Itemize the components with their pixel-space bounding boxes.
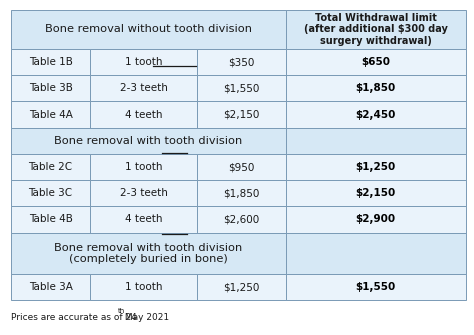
Bar — [11, 154, 91, 180]
Bar — [11, 75, 91, 102]
Bar — [286, 10, 465, 49]
Text: $950: $950 — [228, 162, 255, 172]
Text: Table 3A: Table 3A — [28, 282, 73, 292]
Bar — [286, 232, 465, 274]
Bar — [197, 274, 286, 300]
Bar — [11, 10, 286, 49]
Text: 1 tooth: 1 tooth — [125, 282, 163, 292]
Bar — [91, 274, 197, 300]
Text: Total Withdrawal limit
(after additional $300 day
surgery withdrawal): Total Withdrawal limit (after additional… — [304, 13, 447, 46]
Bar — [91, 206, 197, 232]
Text: $1,850: $1,850 — [356, 83, 396, 93]
Text: $2,600: $2,600 — [223, 214, 260, 224]
Bar — [11, 274, 91, 300]
Bar — [286, 49, 465, 75]
Text: Table 1B: Table 1B — [28, 57, 73, 67]
Bar — [286, 180, 465, 206]
Bar — [11, 180, 91, 206]
Text: Table 3C: Table 3C — [28, 188, 73, 198]
Text: Table 3B: Table 3B — [28, 83, 73, 93]
Bar — [11, 102, 91, 128]
Text: 1 tooth: 1 tooth — [125, 162, 163, 172]
Text: $2,900: $2,900 — [356, 214, 396, 224]
Text: $1,850: $1,850 — [223, 188, 260, 198]
Text: $2,450: $2,450 — [356, 110, 396, 120]
Text: $2,150: $2,150 — [223, 110, 260, 120]
Text: Table 4A: Table 4A — [28, 110, 73, 120]
Text: $1,250: $1,250 — [223, 282, 260, 292]
Bar — [11, 128, 286, 154]
Bar — [197, 102, 286, 128]
Bar — [11, 49, 91, 75]
Text: $1,550: $1,550 — [356, 282, 396, 292]
Text: Bone removal without tooth division: Bone removal without tooth division — [45, 24, 252, 34]
Text: Table 4B: Table 4B — [28, 214, 73, 224]
Text: May 2021: May 2021 — [121, 313, 169, 322]
Text: Bone removal with tooth division
(completely buried in bone): Bone removal with tooth division (comple… — [54, 243, 243, 264]
Text: Table 2C: Table 2C — [28, 162, 73, 172]
Bar — [197, 49, 286, 75]
Bar — [91, 49, 197, 75]
Bar — [91, 180, 197, 206]
Text: Bone removal with tooth division: Bone removal with tooth division — [54, 136, 243, 146]
Text: 2-3 teeth: 2-3 teeth — [120, 188, 168, 198]
Text: $2,150: $2,150 — [356, 188, 396, 198]
Bar — [91, 154, 197, 180]
Text: 2-3 teeth: 2-3 teeth — [120, 83, 168, 93]
Bar — [286, 154, 465, 180]
Bar — [91, 75, 197, 102]
Bar — [197, 75, 286, 102]
Bar — [286, 128, 465, 154]
Bar — [286, 206, 465, 232]
Bar — [286, 75, 465, 102]
Text: 4 teeth: 4 teeth — [125, 110, 163, 120]
Text: 4 teeth: 4 teeth — [125, 214, 163, 224]
Bar — [286, 274, 465, 300]
Bar — [197, 154, 286, 180]
Text: th: th — [118, 308, 126, 314]
Text: $350: $350 — [228, 57, 255, 67]
Bar — [197, 206, 286, 232]
Text: Prices are accurate as of 24: Prices are accurate as of 24 — [11, 313, 137, 322]
Text: 1 tooth: 1 tooth — [125, 57, 163, 67]
Text: $650: $650 — [361, 57, 390, 67]
Bar — [11, 206, 91, 232]
Bar — [91, 102, 197, 128]
Text: $1,550: $1,550 — [223, 83, 260, 93]
Bar — [286, 102, 465, 128]
Bar — [197, 180, 286, 206]
Text: $1,250: $1,250 — [356, 162, 396, 172]
Bar — [11, 232, 286, 274]
